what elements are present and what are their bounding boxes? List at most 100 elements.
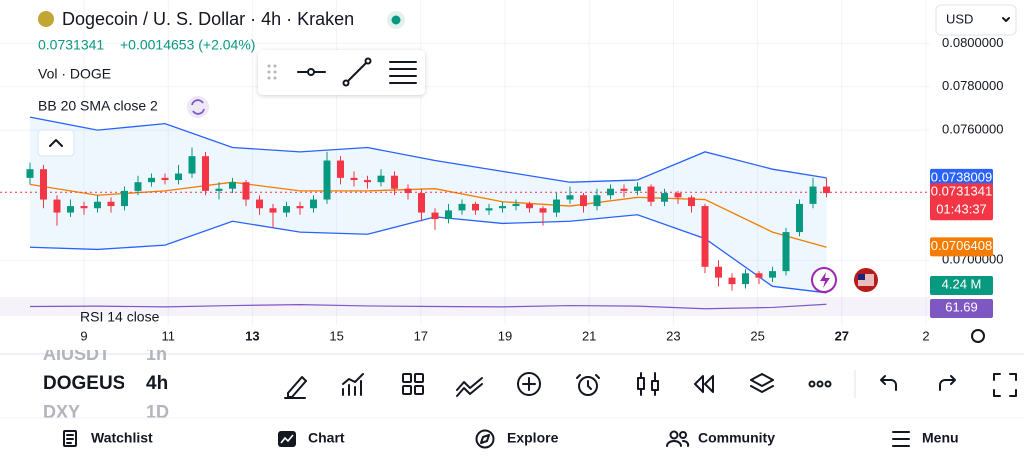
symbol-fade bbox=[124, 360, 142, 408]
interval: 1D bbox=[146, 402, 169, 422]
currency-label: USD bbox=[946, 11, 973, 26]
indicator-label: BB 20 SMA close 2 bbox=[38, 98, 158, 114]
price-badge bbox=[930, 299, 993, 318]
symbol[interactable]: DOGEUSD bbox=[43, 373, 139, 394]
nav-item[interactable]: Community bbox=[698, 430, 775, 446]
candle-body bbox=[134, 182, 142, 191]
price-badge-label: 0.0706408 bbox=[931, 238, 992, 253]
candle-body bbox=[607, 188, 614, 196]
candle-body bbox=[364, 180, 371, 183]
draw-tool[interactable] bbox=[284, 376, 307, 399]
x-tick-label: 21 bbox=[582, 328, 596, 343]
drawing-toolbar bbox=[258, 50, 425, 95]
symbol[interactable]: DXY bbox=[43, 402, 80, 422]
menu-icon bbox=[892, 431, 910, 447]
refresh-icon[interactable] bbox=[187, 96, 209, 118]
candle-body bbox=[377, 175, 385, 183]
candle-body bbox=[323, 160, 331, 200]
indicators-tool[interactable] bbox=[342, 373, 364, 396]
candle-body bbox=[391, 175, 398, 189]
candle-body bbox=[458, 203, 466, 211]
replay-tool[interactable] bbox=[694, 375, 714, 393]
candle-body bbox=[553, 199, 560, 213]
x-tick-label: 13 bbox=[245, 328, 259, 343]
candle-body bbox=[40, 169, 47, 200]
nav-item[interactable]: Watchlist bbox=[91, 430, 153, 446]
fullscreen[interactable] bbox=[993, 373, 1017, 397]
horizontal-ray-tool[interactable] bbox=[297, 68, 326, 76]
candle-body bbox=[742, 273, 749, 285]
x-tick-label: 2 bbox=[922, 328, 929, 343]
candle-body bbox=[512, 203, 520, 207]
nav-item[interactable]: Menu bbox=[922, 430, 959, 446]
y-tick-label: 0.0780000 bbox=[942, 78, 1003, 93]
candle-body bbox=[53, 199, 61, 213]
indicator-label: Vol · DOGE bbox=[38, 66, 111, 82]
candle-body bbox=[283, 206, 290, 213]
alert-tool[interactable] bbox=[576, 374, 600, 396]
chart-icon-line bbox=[280, 434, 294, 444]
more-tool[interactable] bbox=[808, 380, 832, 388]
candle-body bbox=[188, 156, 196, 174]
layers-tool[interactable] bbox=[750, 373, 774, 393]
redo[interactable] bbox=[939, 375, 956, 391]
candle-body bbox=[80, 206, 88, 209]
x-tick-label: 25 bbox=[750, 328, 764, 343]
candle-body bbox=[445, 210, 452, 220]
candle-body bbox=[404, 188, 412, 194]
refresh-glyph bbox=[191, 99, 205, 115]
y-tick-label: 0.0760000 bbox=[942, 122, 1003, 137]
nav-item[interactable]: Chart bbox=[308, 430, 345, 446]
price-badge-label: 61.69 bbox=[945, 299, 978, 314]
candle-body bbox=[647, 186, 655, 202]
bar-style-tool[interactable] bbox=[637, 372, 659, 396]
bollinger-upper bbox=[29, 116, 827, 183]
symbol-title: Dogecoin / U. S. Dollar · 4h · Kraken bbox=[62, 9, 354, 29]
collapse-button[interactable] bbox=[37, 129, 75, 157]
trend-line-tool[interactable] bbox=[342, 57, 372, 87]
symbol-list: AIUSDT 1h DOGEUSD 4h DXY 1D bbox=[43, 344, 169, 422]
axis-settings[interactable] bbox=[971, 329, 985, 343]
templates-tool[interactable] bbox=[402, 373, 424, 395]
channel-tool[interactable] bbox=[389, 61, 417, 84]
candle-body bbox=[337, 160, 344, 178]
candle-body bbox=[674, 193, 682, 198]
candle-body bbox=[755, 273, 763, 278]
currency-select[interactable] bbox=[935, 4, 1017, 36]
bollinger-basis bbox=[29, 181, 827, 248]
candle-body bbox=[634, 186, 641, 191]
candle-body bbox=[94, 201, 101, 209]
band-fill bbox=[30, 117, 827, 293]
rsi-line bbox=[29, 303, 827, 310]
x-tick-label: 23 bbox=[666, 328, 680, 343]
candle-body bbox=[782, 232, 790, 272]
symbol[interactable]: AIUSDT bbox=[43, 344, 110, 364]
candle-body bbox=[215, 188, 223, 191]
candle-body bbox=[620, 188, 628, 191]
candle-body bbox=[566, 195, 574, 200]
candle-body bbox=[418, 193, 425, 213]
nav-item[interactable]: Explore bbox=[507, 430, 559, 446]
add-tool[interactable] bbox=[517, 372, 541, 396]
candle-body bbox=[161, 177, 169, 181]
compare-tool[interactable] bbox=[456, 377, 483, 397]
price-badge-timer: 01:43:37 bbox=[936, 202, 987, 217]
candle-body bbox=[526, 203, 533, 209]
candle-body bbox=[175, 173, 182, 181]
y-tick-label: 0.0800000 bbox=[942, 35, 1003, 50]
undo[interactable] bbox=[880, 375, 897, 391]
candle-body bbox=[661, 193, 668, 202]
price-badge bbox=[930, 276, 993, 295]
community-icon bbox=[666, 430, 690, 447]
x-tick-label: 19 bbox=[498, 328, 512, 343]
candle-body bbox=[121, 190, 128, 207]
collapse-caret bbox=[49, 139, 63, 147]
status-dot-core bbox=[391, 15, 401, 25]
candle-body bbox=[202, 156, 209, 191]
x-tick-label: 11 bbox=[161, 328, 175, 343]
candle-body bbox=[769, 271, 776, 278]
candle-body bbox=[796, 203, 803, 233]
x-tick-label: 17 bbox=[414, 328, 428, 343]
